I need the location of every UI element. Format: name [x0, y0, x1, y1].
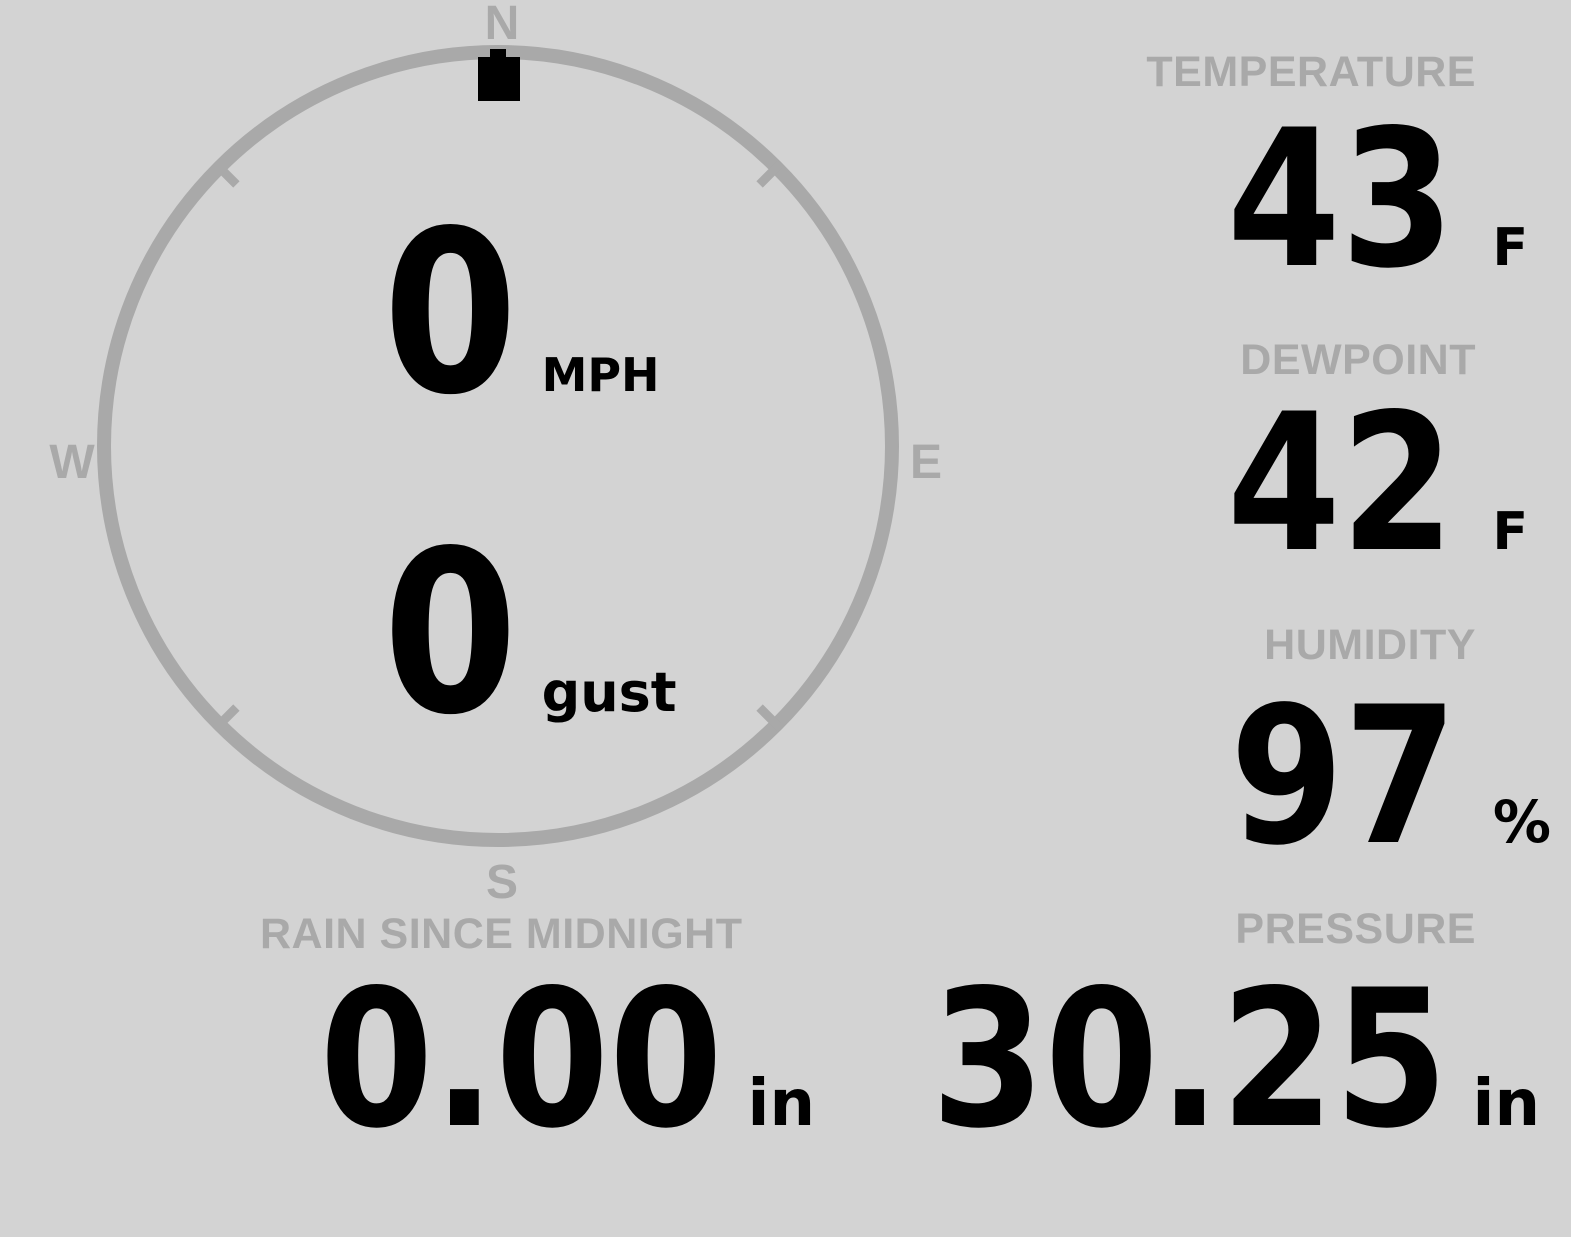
compass-tick-ne	[756, 160, 784, 188]
compass-label-east: E	[909, 436, 943, 489]
rain-since-midnight-readout: 0.00 in	[254, 965, 815, 1155]
temperature-label: TEMPERATURE	[1146, 48, 1476, 96]
rain-since-midnight-label: RAIN SINCE MIDNIGHT	[260, 910, 743, 958]
compass-label-north: N	[484, 0, 520, 50]
wind-gust-readout: 0 gust	[383, 522, 677, 747]
wind-gust-unit: gust	[541, 661, 677, 724]
wind-gust-value: 0	[383, 503, 518, 765]
compass-tick-nw	[212, 160, 240, 188]
temperature-value: 43	[1227, 89, 1455, 310]
compass-tick-sw	[212, 704, 240, 732]
humidity-label: HUMIDITY	[1264, 621, 1476, 669]
temperature-unit: F	[1492, 218, 1528, 278]
humidity-unit: %	[1492, 788, 1551, 856]
pressure-readout: 30.25 in	[847, 949, 1541, 1170]
temperature-readout: 43 F	[1190, 105, 1528, 295]
pressure-label: PRESSURE	[1235, 905, 1476, 953]
humidity-readout: 97 %	[1193, 682, 1551, 872]
dewpoint-label: DEWPOINT	[1240, 336, 1476, 384]
rain-since-midnight-unit: in	[747, 1067, 816, 1141]
pressure-unit: in	[1472, 1067, 1541, 1141]
compass-label-south: S	[485, 856, 519, 909]
wind-speed-unit: MPH	[541, 348, 660, 402]
dewpoint-readout: 42 F	[1190, 389, 1528, 579]
dewpoint-value: 42	[1227, 373, 1455, 594]
humidity-value: 97	[1230, 666, 1458, 887]
compass-label-west: W	[49, 436, 95, 489]
pressure-value: 30.25	[930, 949, 1448, 1170]
dewpoint-unit: F	[1492, 502, 1528, 562]
compass-tick-se	[756, 704, 784, 732]
wind-direction-marker	[478, 49, 520, 101]
rain-since-midnight-value: 0.00	[319, 949, 723, 1170]
wind-speed-readout: 0 MPH	[383, 202, 660, 427]
wind-speed-value: 0	[383, 183, 518, 445]
